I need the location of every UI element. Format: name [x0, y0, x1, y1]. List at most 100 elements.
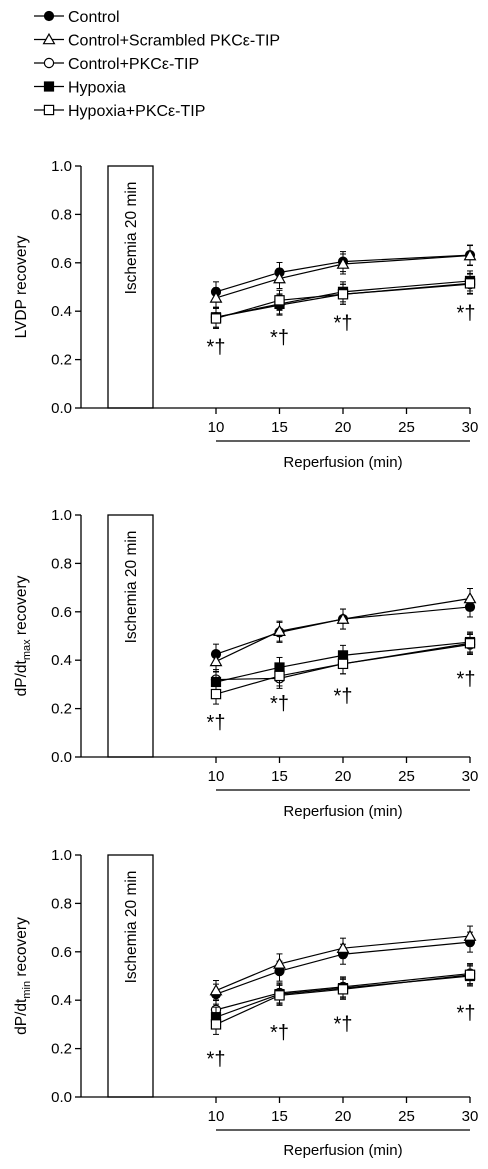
data-point — [464, 969, 476, 980]
y-tick-label: 0.6 — [51, 944, 72, 961]
legend-label: Control+PKCε-TIP — [68, 56, 199, 73]
x-tick-label: 30 — [462, 1108, 479, 1125]
ischemia-box — [107, 854, 154, 1098]
y-tick-label: 0.4 — [51, 652, 72, 669]
series-line — [215, 974, 471, 1025]
chart-panel-1: 0.0 0.2 0.4 0.6 0.8 1.0 LVDP recovery Ischemia … — [13, 158, 478, 471]
series-5 — [210, 632, 476, 705]
data-point — [336, 612, 350, 624]
x-tick-label: 15 — [271, 768, 288, 785]
series-line — [215, 972, 471, 1011]
x-tick-label: 25 — [398, 1108, 415, 1125]
data-point — [337, 658, 349, 670]
x-tick-label: 15 — [271, 1108, 288, 1125]
legend-item: Control+Scrambled PKCε-TIP — [34, 33, 280, 50]
chart-panel-3: 0.0 0.2 0.4 0.6 0.8 1.0 dP/dtmin recovery Ische… — [13, 847, 478, 1159]
legend-item: Control — [34, 9, 120, 26]
legend-marker-icon — [42, 32, 56, 45]
series-line — [215, 254, 471, 293]
data-point — [464, 638, 476, 649]
series-line — [215, 935, 471, 992]
y-tick-label: 0.2 — [51, 1041, 72, 1058]
series-line — [215, 280, 471, 318]
data-point — [273, 957, 286, 969]
legend-marker-icon — [43, 57, 55, 69]
data-point — [336, 257, 350, 269]
legend-marker-icon — [43, 81, 55, 92]
significance-marker: *† — [334, 1013, 353, 1035]
data-point — [209, 654, 223, 667]
y-tick-label: 0.0 — [51, 749, 72, 766]
x-axis-label: Reperfusion (min) — [283, 454, 402, 471]
x-tick-label: 20 — [335, 768, 352, 785]
data-point — [337, 984, 349, 995]
series-line — [215, 941, 471, 995]
series-2 — [209, 587, 477, 672]
series-5 — [210, 964, 476, 1035]
chart-panel-2: 0.0 0.2 0.4 0.6 0.8 1.0 dP/dtmax recovery Ische… — [13, 507, 478, 820]
ischemia-label: Ischemia 20 min — [123, 182, 140, 295]
legend-marker-icon — [43, 104, 55, 116]
series-line — [215, 641, 471, 683]
y-axis-label: LVDP recovery — [13, 235, 30, 338]
y-tick-label: 0.6 — [51, 604, 72, 621]
data-point — [210, 1019, 222, 1030]
y-tick-label: 0.0 — [51, 400, 72, 417]
x-axis-label: Reperfusion (min) — [283, 1142, 402, 1159]
legend: Control Control+Scrambled PKCε-TIP Control… — [34, 9, 280, 120]
x-tick-label: 10 — [208, 419, 225, 436]
y-axis-label: dP/dtmax recovery — [13, 575, 33, 696]
legend-label: Hypoxia — [68, 80, 126, 97]
data-point — [274, 990, 285, 1001]
legend-item: Control+PKCε-TIP — [34, 56, 199, 73]
legend-label: Hypoxia+PKCε-TIP — [68, 103, 205, 120]
series-2 — [209, 925, 477, 1002]
x-tick-label: 10 — [208, 768, 225, 785]
y-tick-label: 0.4 — [51, 992, 72, 1009]
y-tick-label: 0.8 — [51, 206, 72, 223]
data-point — [209, 291, 223, 303]
significance-marker: *† — [207, 337, 226, 359]
significance-marker: *† — [334, 686, 353, 708]
legend-marker-icon — [43, 10, 55, 22]
x-tick-label: 25 — [398, 419, 415, 436]
data-point — [210, 313, 222, 324]
series-line — [215, 597, 471, 662]
significance-marker: *† — [207, 712, 226, 734]
significance-marker: *† — [457, 669, 476, 691]
x-tick-label: 25 — [398, 768, 415, 785]
data-point — [209, 983, 223, 996]
significance-marker: *† — [270, 693, 289, 715]
significance-marker: *† — [207, 1048, 226, 1070]
x-tick-label: 20 — [335, 419, 352, 436]
series-line — [215, 642, 471, 695]
data-point — [464, 278, 476, 289]
series-line — [215, 254, 471, 299]
y-tick-label: 0.4 — [51, 303, 72, 320]
data-point — [210, 688, 222, 700]
data-point — [336, 941, 350, 953]
significance-marker: *† — [270, 327, 289, 349]
y-tick-label: 0.6 — [51, 255, 72, 272]
y-tick-label: 1.0 — [51, 507, 72, 524]
legend-label: Control+Scrambled PKCε-TIP — [68, 33, 280, 50]
legend-label: Control — [68, 9, 120, 26]
x-tick-label: 30 — [462, 419, 479, 436]
legend-item: Hypoxia — [34, 80, 126, 97]
y-tick-label: 0.8 — [51, 555, 72, 572]
legend-item: Hypoxia+PKCε-TIP — [34, 103, 205, 120]
y-axis-label: dP/dtmin recovery — [13, 917, 33, 1035]
data-point — [273, 271, 286, 284]
ischemia-label: Ischemia 20 min — [123, 871, 140, 984]
data-point — [274, 295, 285, 306]
x-tick-label: 15 — [271, 419, 288, 436]
y-tick-label: 0.0 — [51, 1089, 72, 1106]
data-point — [463, 248, 477, 261]
y-tick-label: 0.2 — [51, 352, 72, 369]
series-2 — [209, 245, 477, 309]
x-tick-label: 20 — [335, 1108, 352, 1125]
ischemia-box — [107, 514, 154, 758]
x-tick-label: 30 — [462, 768, 479, 785]
